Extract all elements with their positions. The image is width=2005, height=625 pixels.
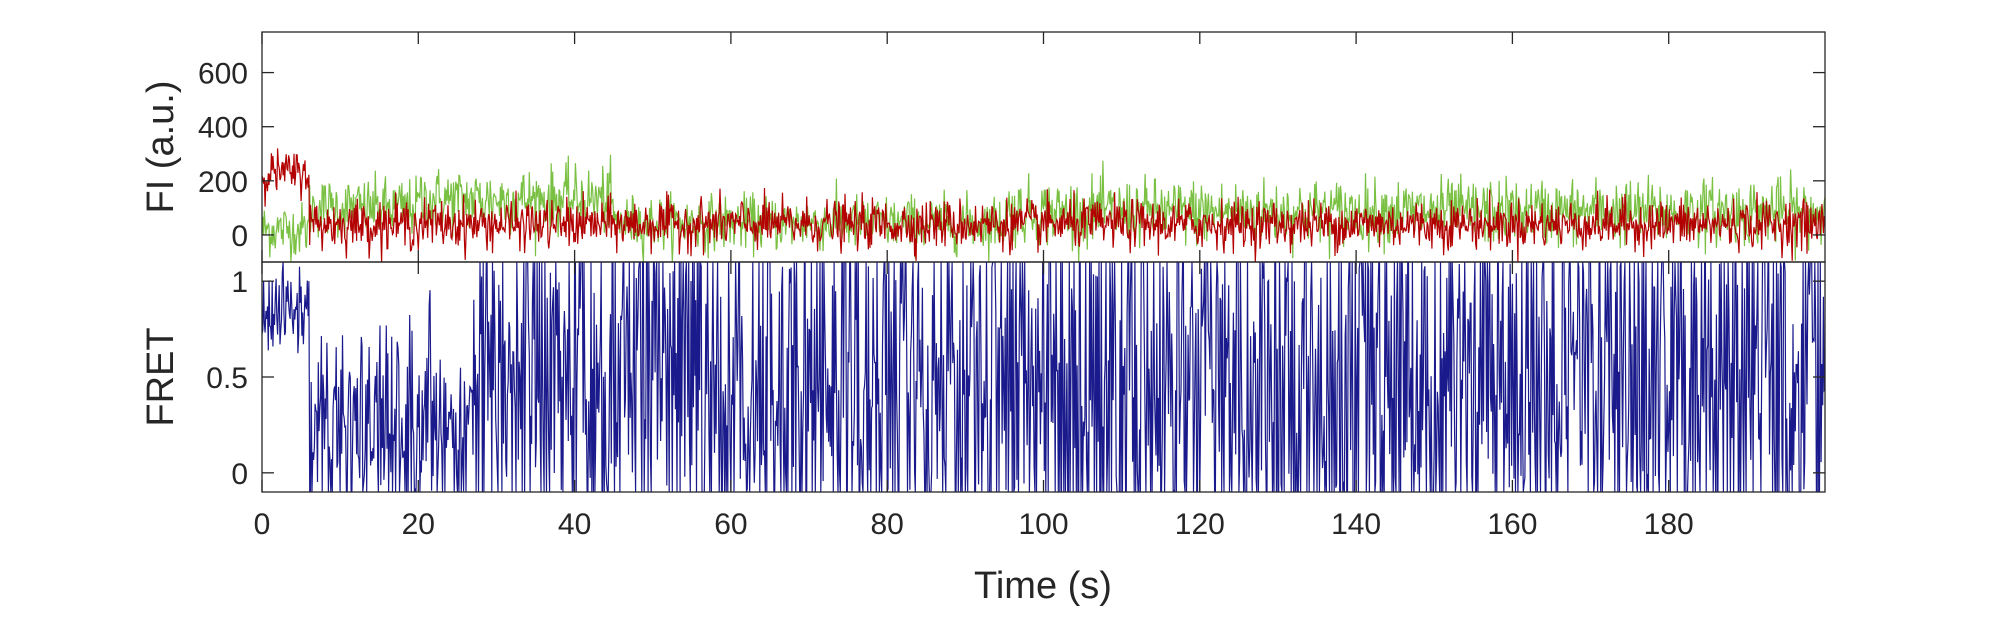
- xtick-label: 140: [1331, 508, 1381, 541]
- time-xlabel: Time (s): [974, 565, 1112, 607]
- xtick-label: 180: [1644, 508, 1694, 541]
- donor-trace: [262, 154, 1825, 262]
- intensity-ylabel: FI (a.u.): [140, 80, 182, 213]
- fret-panel: 00.51 0 20 40 60 80 100 120 140 160 180 FRET Time…: [140, 261, 1826, 607]
- fret-yticks: 00.51: [206, 262, 1825, 492]
- intensity-traces: [262, 148, 1825, 262]
- xtick-label: 0: [254, 508, 271, 541]
- xtick-label: 120: [1175, 508, 1225, 541]
- ytick-label: 200: [198, 166, 248, 199]
- fret-traces: [262, 262, 1825, 492]
- ytick-label: 0.5: [206, 362, 248, 395]
- ytick-label: 400: [198, 112, 248, 145]
- fret-ylabel: FRET: [140, 327, 182, 426]
- xtick-label: 160: [1487, 508, 1537, 541]
- ytick-label: 1: [231, 266, 248, 299]
- time-xticks: 0 20 40 60 80 100 120 140 160 180: [254, 508, 1694, 541]
- xtick-label: 80: [871, 508, 904, 541]
- xtick-label: 20: [402, 508, 435, 541]
- fret-trace: [262, 262, 1825, 492]
- xtick-label: 60: [714, 508, 747, 541]
- ytick-label: 600: [198, 58, 248, 91]
- intensity-panel: 0 200 400 600 FI (a.u.): [140, 31, 1826, 263]
- acceptor-trace: [262, 148, 1825, 262]
- ytick-label: 0: [231, 458, 248, 491]
- xtick-label: 40: [558, 508, 591, 541]
- intensity-yticks: 0 200 400 600: [198, 32, 1825, 262]
- ytick-label: 0: [231, 220, 248, 253]
- xtick-label: 100: [1018, 508, 1068, 541]
